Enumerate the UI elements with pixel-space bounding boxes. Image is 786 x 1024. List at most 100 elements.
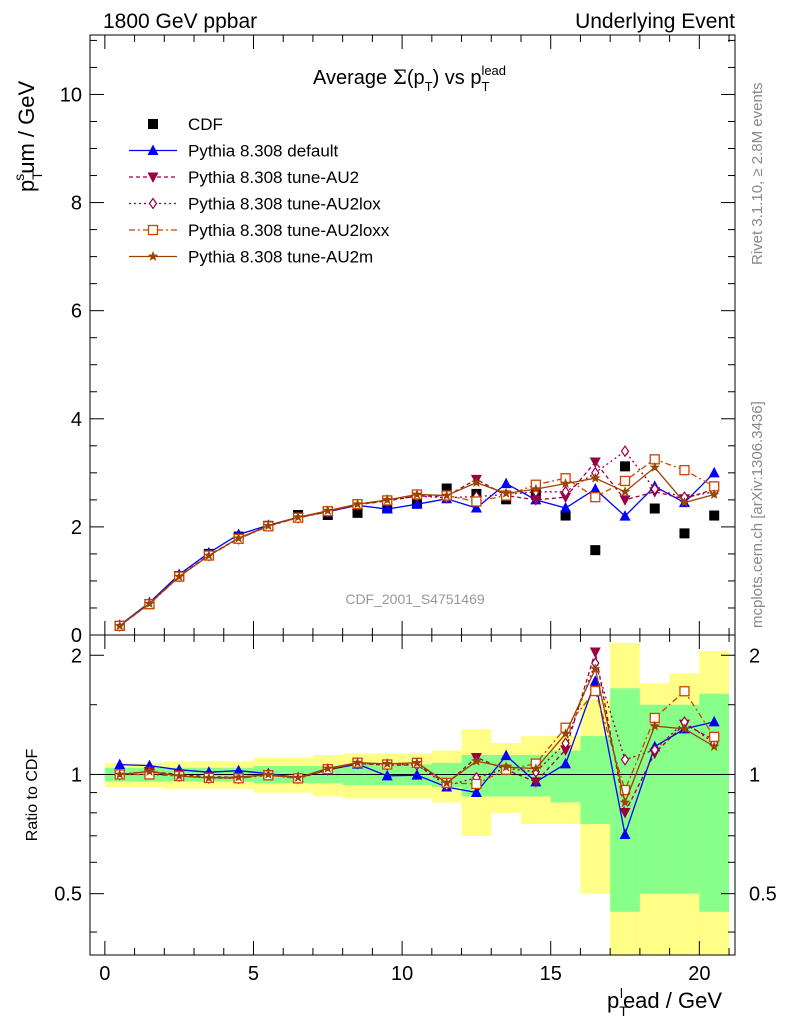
ratio-point (500, 749, 512, 761)
data-point (649, 503, 660, 514)
chart-title: Average Σ(pT) vs pTlead (313, 63, 506, 94)
data-point (708, 466, 720, 478)
data-point (530, 495, 542, 506)
data-point (471, 477, 482, 487)
data-point (233, 532, 244, 543)
legend-marker (147, 172, 159, 183)
legend-marker (148, 119, 158, 129)
legend-label: CDF (188, 115, 223, 134)
data-point (620, 461, 631, 472)
ratio-point (322, 762, 333, 773)
data-point (650, 483, 659, 496)
y-tick-label: 2 (71, 517, 82, 539)
main-data-marks (114, 445, 720, 632)
legend-entry: Pythia 8.308 tune-AU2loxx (129, 221, 390, 240)
analysis-label: CDF_2001_S4751469 (345, 591, 485, 607)
ratio-point (382, 758, 393, 769)
ratio-band-green (639, 704, 670, 894)
data-point (144, 598, 155, 609)
data-point (441, 490, 452, 500)
ratio-band-green (699, 693, 730, 912)
data-point (173, 571, 185, 582)
ratio-point (619, 797, 631, 807)
legend-label: Pythia 8.308 tune-AU2lox (188, 195, 381, 214)
ratio-point (114, 769, 125, 779)
ratio-point (381, 769, 393, 781)
ratio-band-green (580, 736, 611, 824)
ratio-point (708, 715, 720, 727)
legend-entry: Pythia 8.308 tune-AU2m (129, 248, 373, 267)
ratio-point (620, 753, 630, 766)
legend-entry: Pythia 8.308 default (129, 142, 339, 161)
x-tick-label: 10 (391, 963, 413, 985)
x-tick-label: 5 (248, 963, 259, 985)
data-point (470, 501, 482, 513)
data-point (619, 486, 631, 497)
ratio-uncertainty-bands (90, 642, 735, 955)
ratio-point (144, 766, 155, 776)
y-axis-label: pTsum / GeV (11, 81, 45, 192)
ratio-point (650, 743, 659, 756)
data-point (560, 510, 571, 521)
ratio-point (709, 741, 720, 751)
event-type-label: Underlying Event (575, 10, 735, 33)
data-point (679, 528, 690, 539)
data-point (411, 498, 423, 509)
legend-marker (147, 144, 159, 155)
legend-entry: CDF (148, 115, 223, 134)
ratio-point (560, 757, 572, 769)
data-point (500, 487, 512, 498)
data-point (620, 445, 630, 458)
main-plot-panel: 0 2 4 6 8 10 (60, 34, 736, 647)
energy-label: 1800 GeV ppbar (103, 10, 257, 33)
y-tick-label: 10 (60, 84, 82, 106)
ratio-point (470, 786, 482, 798)
ratio-y-tick-label: 1 (71, 764, 82, 786)
data-point (352, 498, 363, 509)
legend: CDF Pythia 8.308 default Pythia 8.308 tune… (129, 115, 390, 267)
ratio-point (352, 757, 363, 768)
data-point (619, 510, 631, 521)
ratio-point (411, 769, 423, 780)
data-point (589, 483, 601, 494)
x-axis: 0 5 10 15 20 (99, 635, 730, 985)
ratio-point (471, 755, 482, 766)
main-y-axis: 0 2 4 6 8 10 (60, 39, 735, 647)
ratio-band-green (669, 704, 700, 894)
ratio-plot-frame (89, 634, 736, 956)
x-tick-label: 0 (99, 963, 110, 985)
ratio-point (561, 737, 570, 750)
ratio-y-tick-label-right: 1 (749, 764, 760, 786)
legend-label: Pythia 8.308 default (188, 142, 339, 161)
data-point (352, 507, 363, 518)
ratio-point (709, 731, 720, 743)
ratio-point (619, 808, 631, 819)
data-point (560, 478, 571, 489)
data-point (649, 461, 660, 472)
y-tick-label: 8 (71, 193, 82, 215)
data-point (561, 485, 570, 498)
ratio-point (649, 720, 660, 731)
data-point (590, 492, 601, 503)
data-point (590, 545, 601, 556)
ratio-y-axis: 0.5 0.5 1 1 2 2 (54, 645, 777, 933)
ratio-point (263, 769, 274, 779)
ratio-point (500, 761, 512, 772)
data-point (203, 550, 215, 560)
data-point (382, 494, 393, 505)
legend-marker (148, 197, 158, 210)
data-point (292, 511, 304, 522)
data-point (114, 620, 125, 631)
rivet-version-label: Rivet 3.1.10, ≥ 2.8M events (749, 83, 766, 266)
ratio-point (411, 757, 423, 768)
ratio-point (560, 728, 571, 739)
ratio-point (679, 686, 690, 697)
ratio-point (471, 778, 482, 790)
main-plot-frame (89, 34, 736, 636)
ratio-point (590, 663, 601, 674)
ratio-y-tick-label-right: 2 (749, 645, 760, 667)
data-point (709, 489, 720, 499)
legend-label: Pythia 8.308 tune-AU2loxx (188, 221, 390, 240)
ratio-point (589, 647, 601, 659)
ratio-y-tick-label: 0.5 (54, 884, 82, 906)
